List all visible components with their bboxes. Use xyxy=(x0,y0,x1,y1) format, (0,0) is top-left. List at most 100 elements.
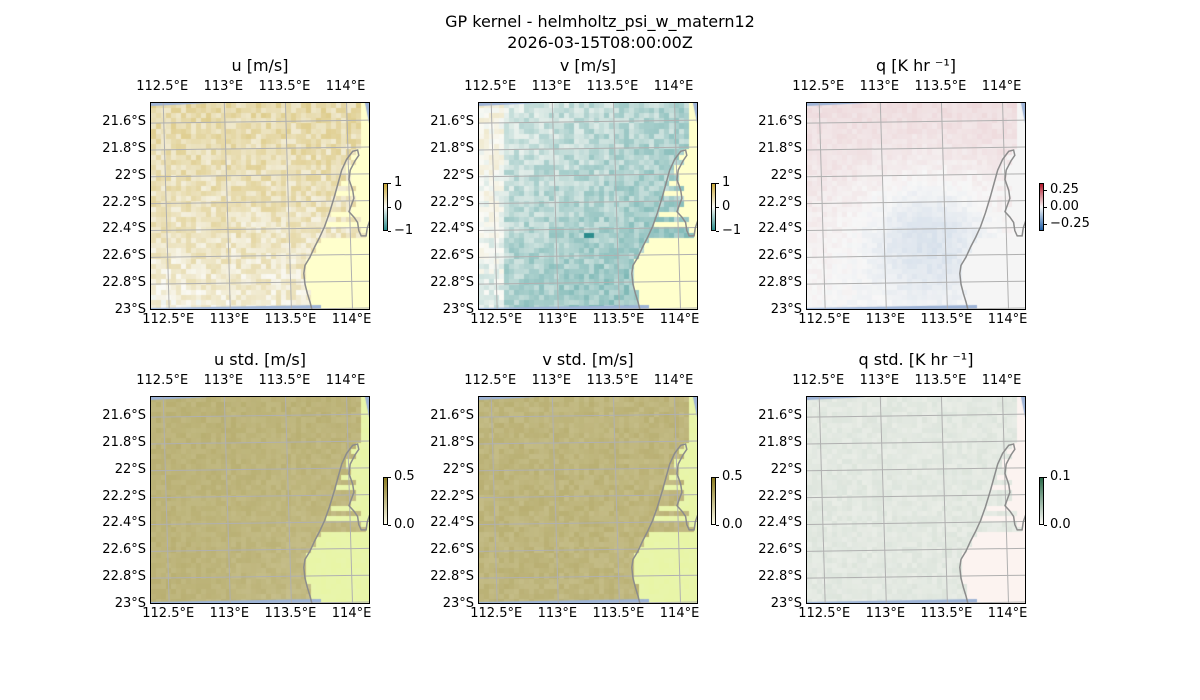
lon-tick-bottom: 113°E xyxy=(537,312,578,327)
parallel-line xyxy=(151,253,369,258)
meridian-line xyxy=(1002,103,1009,309)
lat-tick: 21.6°S xyxy=(758,114,802,130)
field-raster-qstd xyxy=(807,397,1025,603)
map-q xyxy=(806,102,1026,310)
parallel-line xyxy=(479,413,697,418)
parallel-line xyxy=(151,467,369,472)
lon-tick-top: 112.5°E xyxy=(136,79,189,94)
colorbar-qstd xyxy=(1039,477,1044,525)
colorbar-tick-label: 1 xyxy=(394,175,403,190)
meridian-line xyxy=(674,397,681,603)
lat-tick: 21.8°S xyxy=(102,434,146,450)
panel-title-ustd: u std. [m/s] xyxy=(214,350,306,369)
field-raster-u xyxy=(151,103,369,309)
meridian-line xyxy=(818,103,826,309)
lon-tick-top: 112.5°E xyxy=(792,373,845,388)
parallel-line xyxy=(807,521,1025,525)
map-vstd xyxy=(478,396,698,604)
parallel-line xyxy=(151,494,369,499)
meridian-line xyxy=(612,103,620,309)
lon-tick-bottom: 112.5°E xyxy=(142,606,195,621)
parallel-line xyxy=(151,146,369,151)
lon-tick-bottom: 112.5°E xyxy=(470,312,523,327)
meridian-line xyxy=(346,397,353,603)
parallel-line xyxy=(479,173,697,178)
map-overlay-vstd xyxy=(479,397,697,603)
parallel-line xyxy=(588,307,697,309)
meridian-line xyxy=(940,103,948,309)
figure-title-line2: 2026-03-15T08:00:00Z xyxy=(507,33,693,52)
panel-title-u: u [m/s] xyxy=(231,56,289,75)
coastline xyxy=(303,443,369,603)
colorbar-tick-label: 0.5 xyxy=(722,469,743,484)
coastline xyxy=(959,443,1025,603)
parallel-line xyxy=(479,547,697,552)
lat-tick: 21.6°S xyxy=(102,408,146,424)
lon-tick-bottom: 112.5°E xyxy=(142,312,195,327)
lon-tick-bottom: 114°E xyxy=(659,312,700,327)
map-ustd xyxy=(150,396,370,604)
parallel-line xyxy=(588,601,697,603)
meridian-line xyxy=(551,397,559,603)
colorbar-vstd xyxy=(711,477,716,525)
lon-tick-bottom: 112.5°E xyxy=(798,312,851,327)
parallel-line xyxy=(260,601,369,603)
parallel-line xyxy=(807,494,1025,499)
figure-title: GP kernel - helmholtz_psi_w_matern12 202… xyxy=(0,11,1200,53)
meridian-line xyxy=(284,397,292,603)
lon-tick-bottom: 113°E xyxy=(865,312,906,327)
lat-tick: 21.8°S xyxy=(758,434,802,450)
lat-tick: 22.4°S xyxy=(102,221,146,237)
lat-tick: 22.4°S xyxy=(758,221,802,237)
lat-tick: 21.6°S xyxy=(758,408,802,424)
lat-tick: 23°S xyxy=(442,596,474,611)
lon-tick-bottom: 114°E xyxy=(331,606,372,621)
colorbar-tick-mark xyxy=(388,525,391,526)
colorbar-v xyxy=(711,183,716,231)
colorbar-tick-mark xyxy=(388,207,391,208)
lon-tick-bottom: 114°E xyxy=(331,312,372,327)
lat-tick: 22.2°S xyxy=(758,194,802,210)
lon-tick-bottom: 112.5°E xyxy=(798,606,851,621)
lat-tick: 21.8°S xyxy=(430,140,474,156)
lat-tick: 22°S xyxy=(770,167,802,183)
lon-tick-top: 114°E xyxy=(325,79,366,94)
parallel-line xyxy=(807,253,1025,258)
lon-tick-top: 113.5°E xyxy=(258,373,311,388)
lat-tick: 22°S xyxy=(114,461,146,477)
colorbar-tick-mark xyxy=(1044,477,1047,478)
meridian-line xyxy=(490,397,498,603)
meridian-line xyxy=(223,103,231,309)
lat-tick: 21.6°S xyxy=(102,114,146,130)
lat-tick: 22.4°S xyxy=(758,515,802,531)
coastline xyxy=(631,149,697,309)
lat-tick: 22.8°S xyxy=(430,569,474,585)
lat-tick: 22.2°S xyxy=(430,194,474,210)
lon-tick-top: 113.5°E xyxy=(586,79,639,94)
parallel-line xyxy=(807,119,1025,124)
parallel-line xyxy=(151,280,369,285)
lon-tick-bottom: 114°E xyxy=(987,312,1028,327)
lon-tick-top: 112.5°E xyxy=(792,79,845,94)
lon-tick-top: 113°E xyxy=(531,373,572,388)
colorbar-tick-mark xyxy=(1044,189,1047,191)
map-overlay-ustd xyxy=(151,397,369,603)
lon-tick-bottom: 113.5°E xyxy=(592,312,645,327)
meridian-line xyxy=(551,103,559,309)
meridian-line xyxy=(612,397,620,603)
parallel-line xyxy=(807,547,1025,552)
lat-tick: 21.6°S xyxy=(430,114,474,130)
lat-tick: 21.8°S xyxy=(102,140,146,156)
lat-tick: 22.6°S xyxy=(758,248,802,264)
lat-tick: 22.4°S xyxy=(430,515,474,531)
lon-tick-top: 113.5°E xyxy=(914,79,967,94)
colorbar-tick-label: 0.0 xyxy=(1050,517,1071,532)
lon-tick-bottom: 114°E xyxy=(659,606,700,621)
map-overlay-qstd xyxy=(807,397,1025,603)
parallel-line xyxy=(479,253,697,258)
lat-tick: 22.4°S xyxy=(102,515,146,531)
lon-tick-top: 112.5°E xyxy=(136,373,189,388)
parallel-line xyxy=(479,494,697,499)
figure-title-line1: GP kernel - helmholtz_psi_w_matern12 xyxy=(445,12,755,31)
meridian-line xyxy=(346,103,353,309)
